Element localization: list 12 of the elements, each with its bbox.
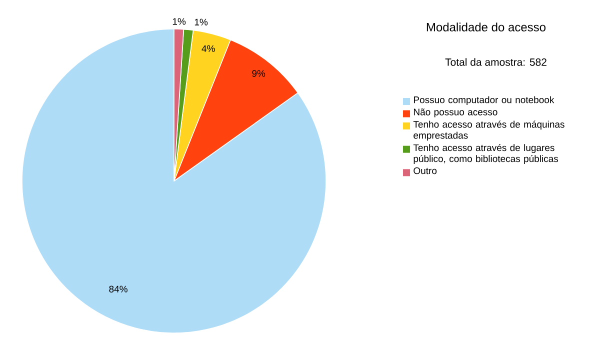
legend-label: Outro [414,167,437,174]
chart-title: Modalidade do acesso [426,22,546,32]
data-label: 84% [109,286,128,292]
legend-label: Não possuo acesso [414,108,498,118]
data-label: 9% [252,70,266,77]
data-label: 4% [202,45,215,52]
legend-label: Possuo computador ou notebook [414,96,554,106]
text: Total da amostra: 582 [445,58,546,66]
data-label: 1% [194,18,208,26]
legend-label: Tenho acesso através de lugares público, como bibliotecas públicas [413,144,558,164]
legend-label: Tenho acesso através de máquinas emprestadas [413,120,564,141]
data-label: 1% [172,18,186,25]
